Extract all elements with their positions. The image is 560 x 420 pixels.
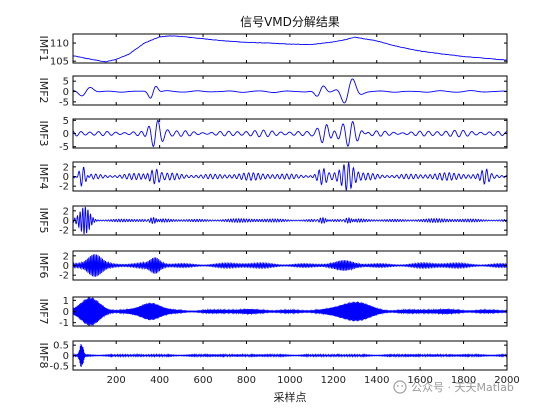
watermark-text: 公众号 · 天天Matlab [411,381,514,394]
x-tick-label: 200 [107,375,126,386]
y-tick-label: 0 [63,216,69,227]
x-tick-label: 600 [194,375,213,386]
y-axis-label: IMF3 [37,120,50,146]
y-tick-label: 110 [50,39,69,50]
x-tick-label: 1800 [451,375,476,386]
y-tick-label: 0 [63,87,69,98]
x-axis-label: 采样点 [274,390,307,404]
series-line-imf6 [72,254,508,277]
y-axis-label: IMF4 [37,163,50,189]
y-tick-label: 0 [63,129,69,140]
subplot-stack: 105110IMF1-505IMF2-505IMF3-202IMF4-202IM… [37,33,520,386]
y-tick-label: 0 [63,261,69,272]
series-line-imf5 [72,206,508,235]
x-tick-label: 400 [150,375,169,386]
axes-frame [72,118,508,149]
y-tick-label: 2 [63,162,69,173]
y-tick-label: -0.5 [49,361,69,372]
y-axis-label: IMF7 [37,298,50,324]
wechat-icon [393,380,407,394]
y-tick-label: 0 [63,307,69,318]
x-tick-label: 800 [237,375,256,386]
y-axis-label: IMF2 [37,77,50,103]
y-tick-label: -2 [59,226,69,237]
x-tick-label: 1400 [364,375,389,386]
series-line-imf2 [72,78,507,104]
x-tick-label: 1200 [321,375,346,386]
y-tick-label: -1 [59,318,69,329]
subplot-imf7: -101 IMF7 [37,296,508,329]
y-axis-label: IMF5 [37,207,50,233]
y-axis-label: IMF8 [37,342,50,368]
subplot-imf6: -202 IMF6 [37,250,508,282]
y-tick-label: 1 [63,296,69,307]
y-tick-label: 0 [63,172,69,183]
series-line-imf8 [72,343,508,367]
x-tick-label: 1000 [277,375,302,386]
subplot-imf5: -202 IMF5 [37,205,508,237]
y-tick-label: 5 [63,77,69,88]
y-axis-label: IMF6 [37,252,50,278]
series-line-imf7 [72,297,508,326]
y-tick-label: 0.5 [53,341,69,352]
x-tick-label: 2000 [494,375,519,386]
y-tick-label: 105 [50,57,69,68]
subplot-imf4: -202 IMF4 [37,161,508,193]
y-tick-label: -2 [59,271,69,282]
y-tick-label: -5 [59,97,69,108]
watermark: 公众号 · 天天Matlab [393,380,514,394]
subplot-imf3: -5 0 5 IMF3 [37,116,508,153]
chart-title: 信号VMD分解结果 [240,15,340,29]
axes-frame [72,33,508,64]
series-line-imf4 [72,162,507,191]
series-line-imf3 [72,119,507,148]
series-line-imf1 [72,35,507,63]
y-tick-label: -2 [59,182,69,193]
y-tick-label: 0 [63,351,69,362]
y-tick-label: 2 [63,251,69,262]
x-tick-label: 1600 [407,375,432,386]
y-tick-label: -5 [59,142,69,153]
y-tick-label: 5 [63,116,69,127]
y-tick-label: 2 [63,206,69,217]
subplot-imf2: -505 IMF2 [37,75,508,108]
y-axis-label: IMF1 [37,35,50,61]
